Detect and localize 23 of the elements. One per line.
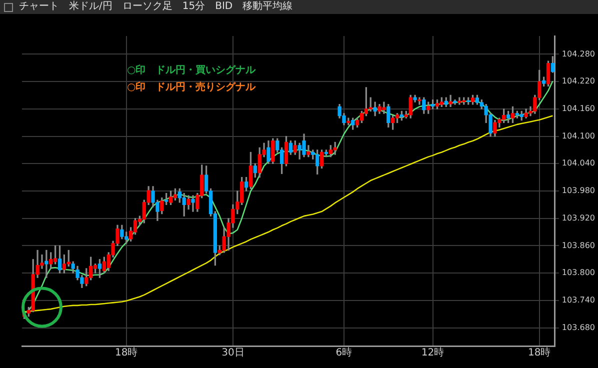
y-tick-label: 103.740 [562,295,596,304]
x-tick-label: 6時 [336,346,352,359]
y-tick-label: 104.160 [562,104,596,114]
x-tick-label: 30日 [222,348,244,359]
legend-label: ○印 ドル円・売りシグナル [127,80,256,95]
y-tick-label: 103.680 [562,322,596,332]
candlestick [418,97,422,105]
y-tick-label: 104.280 [562,49,596,58]
y-tick-label: 104.100 [562,131,596,140]
text: ○印 ドル円・買いシグナル [127,64,256,78]
x-tick-label: 18時 [528,346,551,359]
y-tick-label: 103.800 [562,268,596,278]
y-tick-label: 103.980 [562,186,596,196]
x-tick-label: 18時 [114,346,138,359]
x-tick-label: 12時 [421,346,444,359]
candlestick [448,94,452,107]
y-tick-label: 103.860 [562,240,596,250]
y-tick-label: 104.220 [562,76,596,86]
candlestick [191,195,195,212]
y-tick-label: 103.920 [562,213,596,222]
chart-title: チャート 米ドル/円 ローソク足 15分 BID 移動平均線 [19,0,293,14]
y-tick-label: 104.040 [562,158,596,168]
candlestick [44,250,48,278]
